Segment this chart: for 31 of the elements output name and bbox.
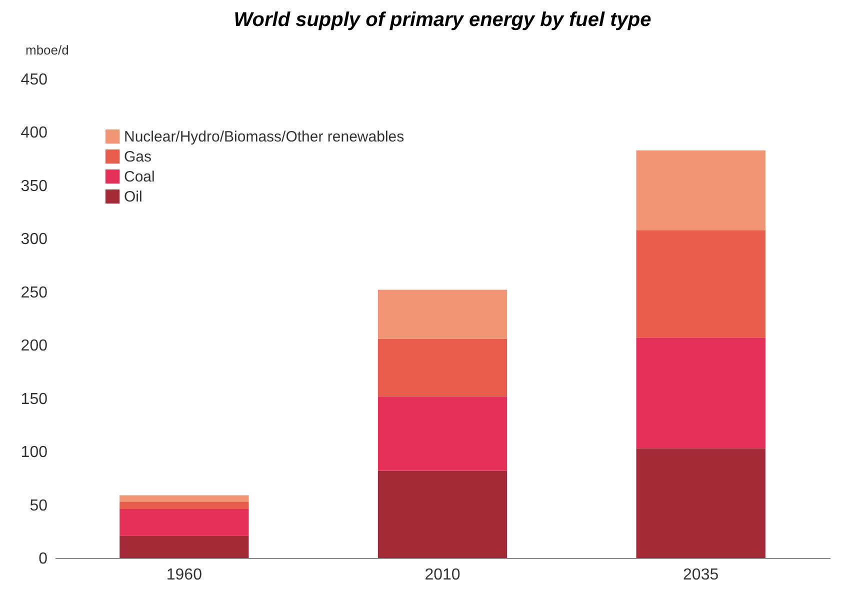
legend-label: Oil [124,188,142,206]
bar [378,338,508,396]
x-tick-label: 2035 [683,566,719,584]
bar [378,290,508,339]
y-tick-label: 50 [30,497,48,514]
bar [120,495,249,502]
y-tick-label: 0 [38,550,48,568]
bar [636,150,766,230]
x-tick-label: 2010 [424,566,460,584]
y-tick-label: 300 [20,231,48,248]
legend-label: Gas [124,148,152,166]
chart-title: World supply of primary energy by fuel type [234,9,652,31]
bar [120,536,249,558]
legend-label: Coal [124,168,155,186]
y-tick-label: 400 [20,124,48,142]
y-tick-label: 350 [20,178,48,195]
y-tick-label: 150 [20,390,48,408]
bar [636,338,766,448]
y-axis-title: mboe/d [26,42,69,58]
y-tick-label: 200 [20,338,48,355]
bar [636,230,766,338]
bar [636,448,766,558]
y-tick-label: 450 [20,72,48,88]
legend-label: Nuclear/Hydro/Biomass/Other renewables [124,128,404,146]
bar [120,509,249,536]
x-tick-label: 1960 [166,566,202,584]
y-tick-label: 100 [20,444,48,462]
bar [378,396,508,471]
bar [120,502,249,510]
bar [378,470,508,558]
y-tick-label: 250 [20,284,48,302]
